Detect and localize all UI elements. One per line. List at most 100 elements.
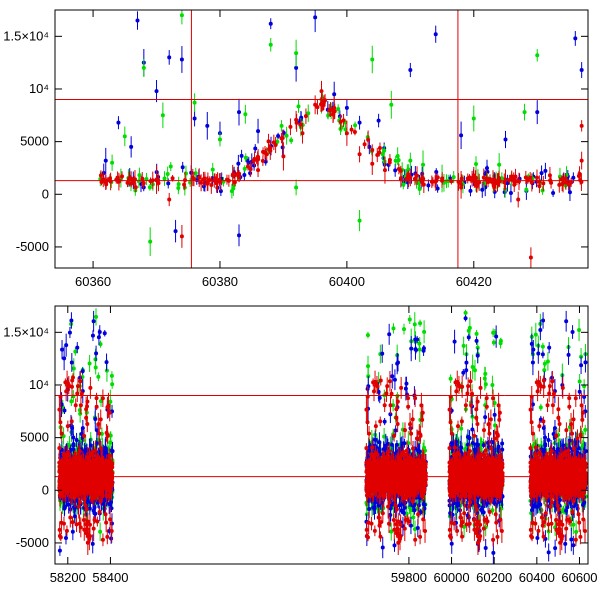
data-point bbox=[90, 541, 95, 546]
data-point bbox=[459, 176, 464, 181]
data-point bbox=[382, 434, 387, 439]
data-point bbox=[122, 134, 127, 139]
data-point bbox=[268, 42, 273, 47]
data-point bbox=[313, 102, 318, 107]
data-point bbox=[78, 411, 83, 416]
data-point bbox=[474, 331, 479, 336]
data-point bbox=[294, 120, 299, 125]
data-point bbox=[137, 173, 142, 178]
data-point bbox=[296, 104, 301, 109]
data-point bbox=[218, 189, 223, 194]
data-point bbox=[135, 18, 140, 23]
data-point bbox=[108, 399, 113, 404]
data-point bbox=[253, 146, 258, 151]
data-point bbox=[67, 330, 72, 335]
data-point bbox=[70, 529, 75, 534]
data-point bbox=[205, 181, 210, 186]
data-point bbox=[528, 255, 533, 260]
data-point bbox=[179, 57, 184, 62]
data-point bbox=[62, 356, 67, 361]
data-point bbox=[377, 146, 382, 151]
data-point bbox=[180, 165, 185, 170]
data-point bbox=[579, 123, 584, 128]
data-point bbox=[542, 368, 547, 373]
data-point bbox=[229, 189, 234, 194]
data-point bbox=[577, 379, 582, 384]
data-point bbox=[243, 112, 248, 117]
data-point bbox=[141, 65, 146, 70]
data-point bbox=[279, 123, 284, 128]
data-point bbox=[73, 349, 78, 354]
data-point bbox=[248, 167, 253, 172]
data-point bbox=[91, 319, 96, 324]
data-point bbox=[508, 191, 513, 196]
data-point bbox=[579, 158, 584, 163]
data-point bbox=[389, 529, 394, 534]
x-tick-label: 60420 bbox=[456, 274, 492, 289]
data-point bbox=[543, 168, 548, 173]
data-point bbox=[166, 181, 171, 186]
data-point bbox=[248, 171, 253, 176]
data-point bbox=[509, 174, 514, 179]
data-point bbox=[471, 173, 476, 178]
data-point bbox=[382, 168, 387, 173]
data-point bbox=[271, 140, 276, 145]
data-point bbox=[435, 175, 440, 180]
data-point bbox=[280, 136, 285, 141]
data-point bbox=[540, 344, 545, 349]
data-point bbox=[512, 182, 517, 187]
data-point bbox=[162, 176, 167, 181]
data-point bbox=[71, 366, 76, 371]
data-point bbox=[523, 175, 528, 180]
data-point bbox=[102, 331, 107, 336]
data-point bbox=[366, 364, 371, 369]
data-point bbox=[299, 115, 304, 120]
data-point bbox=[522, 110, 527, 115]
data-point bbox=[408, 68, 413, 73]
data-point bbox=[412, 176, 417, 181]
data-point bbox=[300, 131, 305, 136]
data-point bbox=[370, 57, 375, 62]
data-point bbox=[571, 522, 576, 527]
data-point bbox=[362, 142, 367, 147]
data-point bbox=[484, 176, 489, 181]
data-point bbox=[99, 399, 104, 404]
data-point bbox=[156, 181, 161, 186]
data-point bbox=[417, 341, 422, 346]
data-point bbox=[108, 176, 113, 181]
data-point bbox=[107, 501, 112, 506]
data-point bbox=[435, 186, 440, 191]
data-point bbox=[306, 111, 311, 116]
data-point bbox=[133, 185, 138, 190]
data-point bbox=[541, 181, 546, 186]
data-point bbox=[245, 164, 250, 169]
data-point bbox=[148, 239, 153, 244]
data-point bbox=[497, 162, 502, 167]
data-point bbox=[154, 89, 159, 94]
data-point bbox=[110, 382, 115, 387]
data-point bbox=[475, 345, 480, 350]
data-point bbox=[69, 399, 74, 404]
data-point bbox=[179, 13, 184, 18]
data-point bbox=[408, 158, 413, 163]
data-point bbox=[60, 347, 65, 352]
data-point bbox=[104, 360, 109, 365]
data-point bbox=[491, 330, 496, 335]
data-point bbox=[338, 119, 343, 124]
data-point bbox=[168, 164, 173, 169]
data-point bbox=[483, 371, 488, 376]
data-point bbox=[357, 120, 362, 125]
data-point bbox=[344, 105, 349, 110]
data-point bbox=[96, 335, 101, 340]
data-point bbox=[352, 130, 357, 135]
data-point bbox=[298, 122, 303, 127]
data-point bbox=[395, 154, 400, 159]
data-point bbox=[289, 138, 294, 143]
data-point bbox=[365, 333, 370, 338]
data-point bbox=[449, 179, 454, 184]
data-point bbox=[461, 343, 466, 348]
data-point bbox=[119, 174, 124, 179]
data-point bbox=[467, 175, 472, 180]
y-tick-label: 1.5×10⁴ bbox=[3, 28, 49, 43]
data-point bbox=[110, 160, 115, 165]
